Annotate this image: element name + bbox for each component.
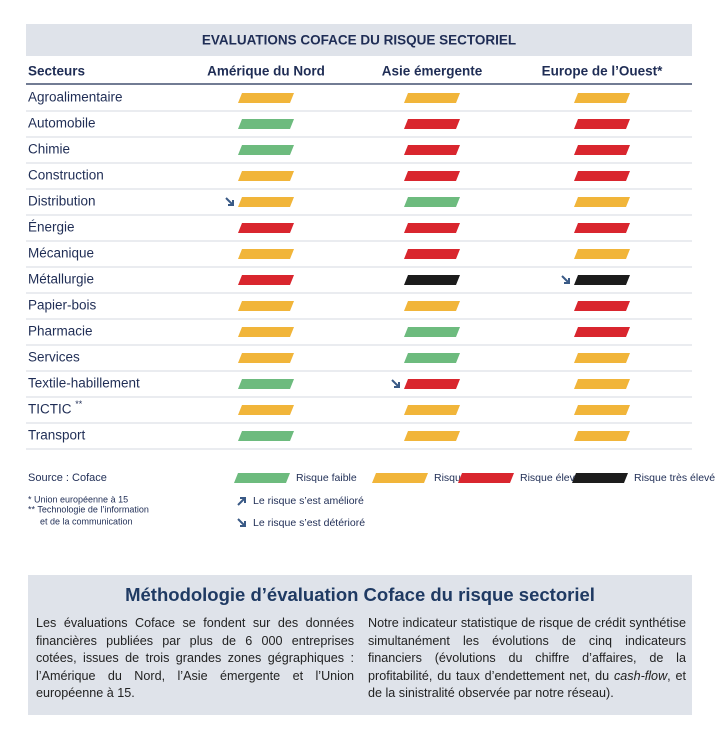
- methodology-right: Notre indicateur statistique de risque d…: [368, 615, 686, 703]
- risk-bar: [574, 431, 630, 441]
- text: Notre indicateur statistique de risque d…: [368, 616, 686, 683]
- risk-bar: [238, 379, 294, 389]
- risk-bar: [404, 119, 460, 129]
- table: EVALUATIONS COFACE DU RISQUE SECTORIEL S…: [26, 24, 715, 529]
- source: Source : Coface: [28, 472, 107, 484]
- risk-bar: [574, 275, 630, 285]
- trend-arrow: [391, 379, 400, 388]
- trend-arrow: [561, 275, 570, 284]
- legend-swatch: [572, 473, 628, 483]
- legend-label: Risque faible: [296, 472, 357, 484]
- risk-bar: [238, 275, 294, 285]
- risk-bar: [404, 431, 460, 441]
- legend-swatch: [234, 473, 290, 483]
- legend-label: Risque élevé: [520, 472, 581, 484]
- legend-arrow: [237, 518, 246, 527]
- legend-swatch: [372, 473, 428, 483]
- risk-bar: [574, 249, 630, 259]
- sector-label: Mécanique: [28, 246, 94, 261]
- sector-label: Services: [28, 350, 80, 365]
- risk-bar: [574, 145, 630, 155]
- methodology-title: Méthodologie d’évaluation Coface du risq…: [125, 584, 595, 605]
- sector-label: Automobile: [28, 116, 96, 131]
- legend-trend: Le risque s’est amélioré: [253, 495, 364, 507]
- risk-bar: [404, 249, 460, 259]
- risk-bar: [404, 405, 460, 415]
- risk-bar: [574, 353, 630, 363]
- sector-label: Papier-bois: [28, 298, 97, 313]
- risk-bar: [238, 171, 294, 181]
- risk-bar: [574, 405, 630, 415]
- risk-bar: [404, 353, 460, 363]
- risk-bar: [574, 301, 630, 311]
- legend-arrow: [237, 497, 246, 506]
- risk-bar: [574, 197, 630, 207]
- legend-swatch: [458, 473, 514, 483]
- risk-bar: [238, 327, 294, 337]
- risk-bar: [404, 379, 460, 389]
- column-header: Asie émergente: [382, 64, 483, 79]
- column-header: Amérique du Nord: [207, 64, 325, 79]
- sector-label: TICTIC **: [28, 399, 83, 416]
- risk-bar: [404, 171, 460, 181]
- risk-bar: [404, 275, 460, 285]
- risk-bar: [404, 223, 460, 233]
- risk-bar: [404, 93, 460, 103]
- risk-bar: [238, 249, 294, 259]
- risk-bar: [238, 93, 294, 103]
- sector-label: Métallurgie: [28, 272, 94, 287]
- risk-bar: [238, 353, 294, 363]
- footnote: et de la communication: [40, 516, 133, 526]
- trend-arrow: [225, 197, 234, 206]
- title-bar: [26, 24, 692, 56]
- risk-bar: [238, 301, 294, 311]
- risk-bar: [574, 327, 630, 337]
- risk-bar: [238, 223, 294, 233]
- risk-bar: [238, 431, 294, 441]
- risk-bar: [404, 197, 460, 207]
- risk-bar: [404, 301, 460, 311]
- sector-label: Chimie: [28, 142, 70, 157]
- risk-bar: [238, 145, 294, 155]
- risk-bar: [574, 93, 630, 103]
- column-header: Europe de l’Ouest*: [542, 64, 664, 79]
- sector-label: Agroalimentaire: [28, 90, 123, 105]
- column-header: Secteurs: [28, 64, 85, 79]
- risk-bar: [574, 119, 630, 129]
- risk-bar: [404, 145, 460, 155]
- risk-bar: [238, 197, 294, 207]
- legend-trend: Le risque s’est détérioré: [253, 517, 365, 529]
- table-title: EVALUATIONS COFACE DU RISQUE SECTORIEL: [202, 33, 516, 48]
- risk-bar: [574, 379, 630, 389]
- footnote: ** Technologie de l’information: [28, 504, 149, 514]
- text: , et de la sinistralité observée par not…: [368, 668, 686, 701]
- risk-bar: [574, 171, 630, 181]
- text: cash-flow: [613, 668, 668, 683]
- risk-bar: [238, 405, 294, 415]
- methodology-box: [28, 575, 692, 715]
- risk-bar: [404, 327, 460, 337]
- sector-label: Pharmacie: [28, 324, 93, 339]
- sector-label: Distribution: [28, 194, 96, 209]
- legend-label: Risque très élevé: [634, 472, 715, 484]
- sector-note: **: [75, 399, 83, 409]
- sector-label: Énergie: [28, 220, 75, 235]
- footnote: * Union européenne à 15: [28, 494, 128, 504]
- sector-label: Transport: [28, 428, 86, 443]
- risk-bar: [574, 223, 630, 233]
- methodology-left: Les évaluations Coface se fondent sur de…: [36, 616, 354, 701]
- sector-label: Construction: [28, 168, 104, 183]
- sector-label: Textile-habillement: [28, 376, 140, 391]
- risk-bar: [238, 119, 294, 129]
